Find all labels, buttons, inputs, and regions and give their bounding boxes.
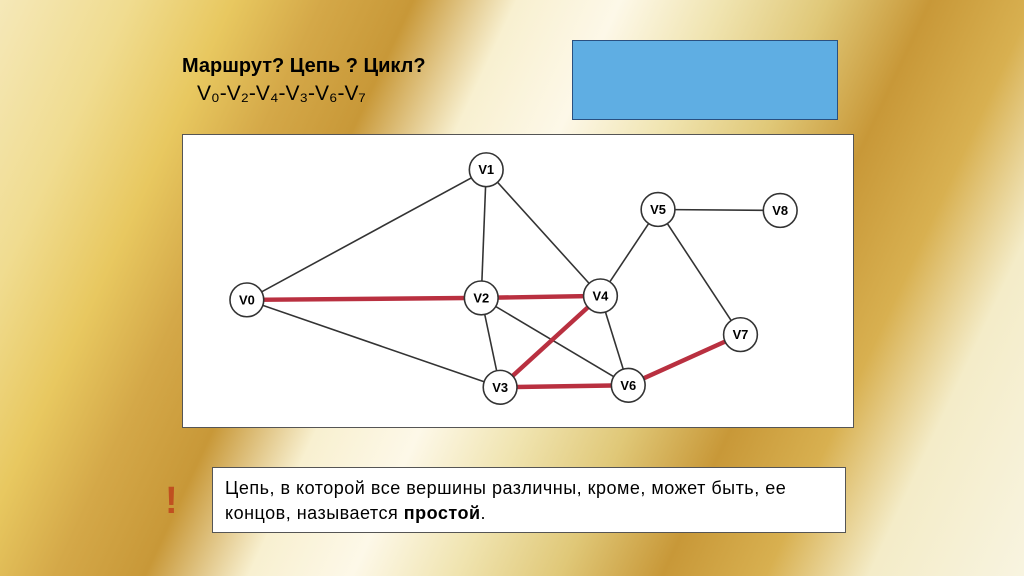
svg-text:V7: V7 [733,327,749,342]
edge-V0-V1 [247,170,486,300]
node-V5: V5 [641,193,675,227]
edge-V4-V3 [500,296,600,387]
svg-text:V5: V5 [650,202,666,217]
svg-text:V8: V8 [772,203,788,218]
edge-V5-V8 [658,209,780,210]
svg-text:V1: V1 [478,162,494,177]
svg-text:V2: V2 [473,290,489,305]
edge-V0-V2 [247,298,481,300]
edge-V1-V2 [481,170,486,298]
node-V2: V2 [464,281,498,315]
edge-V6-V7 [628,335,740,386]
node-V4: V4 [584,279,618,313]
graph-svg: V0 V1 V2 V3 V4 V5 V6 V7 V8 [183,135,853,427]
node-V8: V8 [763,194,797,228]
node-V1: V1 [469,153,503,187]
edge-V2-V4 [481,296,600,298]
question-title: Маршрут? Цепь ? Цикл? [182,55,426,78]
svg-text:V0: V0 [239,292,255,307]
svg-text:V6: V6 [620,378,636,393]
edge-V5-V7 [658,209,740,334]
graph-panel: V0 V1 V2 V3 V4 V5 V6 V7 V8 [182,134,854,428]
node-V3: V3 [483,370,517,404]
definition-box: Цепь, в которой все вершины различны, кр… [212,467,846,533]
path-sequence: V₀-V₂-V₄-V₃-V₆-V₇ [197,82,366,106]
node-V7: V7 [724,318,758,352]
edge-V1-V4 [486,170,600,296]
svg-text:V3: V3 [492,380,508,395]
blue-badge [572,40,838,120]
edge-V3-V6 [500,385,628,387]
exclaim-icon: ! [165,480,178,523]
svg-text:V4: V4 [593,288,610,303]
node-V6: V6 [611,368,645,402]
node-V0: V0 [230,283,264,317]
edge-V0-V3 [247,300,500,387]
